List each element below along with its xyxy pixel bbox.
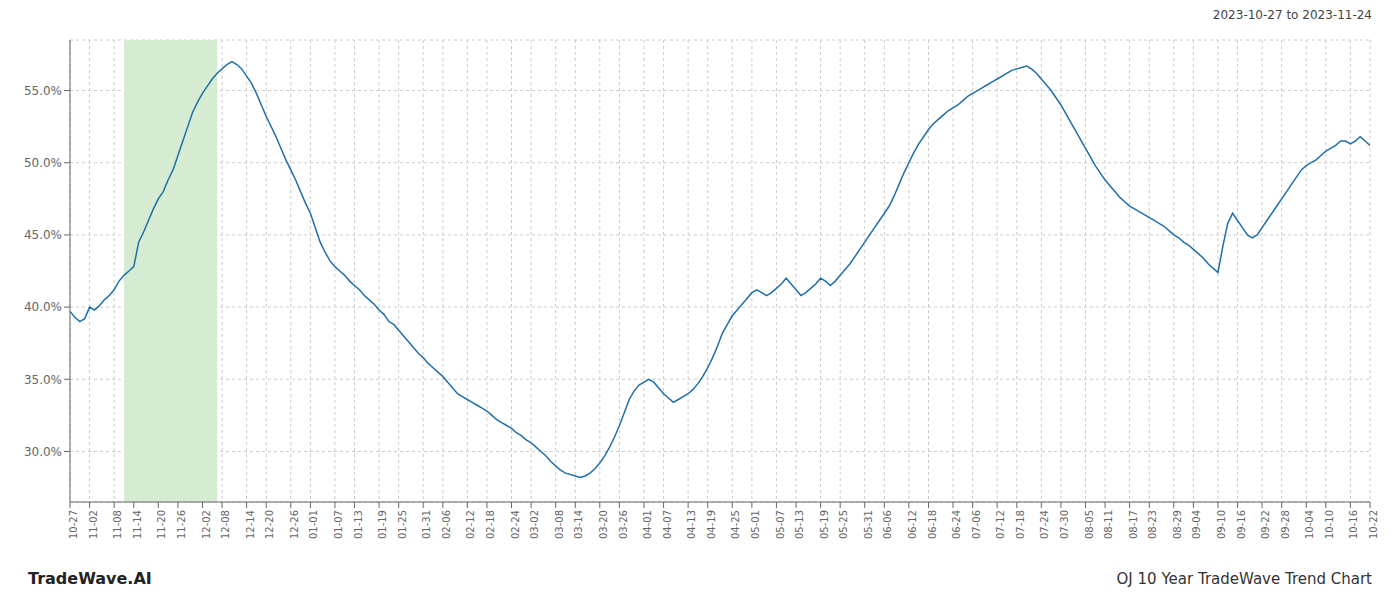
svg-text:09-10: 09-10 [1216, 510, 1227, 539]
svg-text:11-26: 11-26 [176, 510, 187, 539]
svg-text:05-19: 05-19 [819, 510, 830, 539]
svg-text:09-16: 09-16 [1236, 510, 1247, 539]
svg-text:03-08: 03-08 [554, 510, 565, 539]
svg-text:07-30: 07-30 [1059, 510, 1070, 539]
svg-text:45.0%: 45.0% [24, 228, 62, 242]
svg-text:08-11: 08-11 [1103, 510, 1114, 539]
svg-text:12-14: 12-14 [245, 510, 256, 539]
svg-text:09-22: 09-22 [1260, 510, 1271, 539]
svg-text:08-17: 08-17 [1128, 510, 1139, 539]
svg-text:35.0%: 35.0% [24, 373, 62, 387]
svg-text:11-08: 11-08 [112, 510, 123, 539]
svg-text:11-02: 11-02 [88, 510, 99, 539]
svg-text:03-26: 03-26 [618, 510, 629, 539]
svg-text:02-06: 02-06 [441, 510, 452, 539]
svg-text:12-08: 12-08 [220, 510, 231, 539]
svg-text:02-18: 02-18 [485, 510, 496, 539]
svg-text:03-02: 03-02 [529, 510, 540, 539]
svg-text:05-25: 05-25 [838, 510, 849, 539]
html-text:OJ 10 Year TradeWave Trend Cha: OJ 10 Year TradeWave Trend Chart [1116, 570, 1372, 588]
svg-text:03-14: 03-14 [573, 510, 584, 539]
svg-text:08-05: 08-05 [1084, 510, 1095, 539]
svg-text:01-25: 01-25 [397, 510, 408, 539]
svg-text:08-29: 08-29 [1172, 510, 1183, 539]
svg-text:07-06: 07-06 [971, 510, 982, 539]
svg-text:01-31: 01-31 [421, 510, 432, 539]
svg-text:04-13: 04-13 [686, 510, 697, 539]
svg-text:55.0%: 55.0% [24, 84, 62, 98]
svg-text:03-20: 03-20 [598, 510, 609, 539]
svg-text:10-27: 10-27 [68, 510, 79, 539]
svg-text:11-20: 11-20 [156, 510, 167, 539]
html-text:2023-10-27 to 2023-11-24: 2023-10-27 to 2023-11-24 [1212, 8, 1372, 22]
svg-text:08-23: 08-23 [1147, 510, 1158, 539]
svg-text:07-18: 07-18 [1015, 510, 1026, 539]
svg-text:50.0%: 50.0% [24, 156, 62, 170]
svg-text:10-16: 10-16 [1348, 510, 1359, 539]
svg-text:06-12: 06-12 [907, 510, 918, 539]
svg-text:10-10: 10-10 [1324, 510, 1335, 539]
svg-text:06-06: 06-06 [882, 510, 893, 539]
svg-text:05-31: 05-31 [863, 510, 874, 539]
svg-text:02-12: 02-12 [465, 510, 476, 539]
svg-text:40.0%: 40.0% [24, 300, 62, 314]
svg-text:30.0%: 30.0% [24, 445, 62, 459]
svg-text:12-20: 12-20 [264, 510, 275, 539]
svg-text:11-14: 11-14 [132, 510, 143, 539]
svg-text:09-04: 09-04 [1191, 510, 1202, 539]
svg-text:02-24: 02-24 [510, 510, 521, 539]
svg-text:07-12: 07-12 [995, 510, 1006, 539]
svg-text:07-24: 07-24 [1039, 510, 1050, 539]
svg-text:01-07: 01-07 [333, 510, 344, 539]
svg-text:12-02: 12-02 [201, 510, 212, 539]
svg-text:12-26: 12-26 [289, 510, 300, 539]
svg-text:04-25: 04-25 [730, 510, 741, 539]
svg-text:04-01: 04-01 [642, 510, 653, 539]
svg-text:01-13: 01-13 [353, 510, 364, 539]
svg-text:09-28: 09-28 [1280, 510, 1291, 539]
svg-text:10-04: 10-04 [1304, 510, 1315, 539]
svg-text:05-13: 05-13 [794, 510, 805, 539]
svg-text:06-24: 06-24 [951, 510, 962, 539]
svg-text:10-22: 10-22 [1368, 510, 1379, 539]
svg-text:01-19: 01-19 [377, 510, 388, 539]
svg-text:04-19: 04-19 [706, 510, 717, 539]
svg-text:05-01: 05-01 [750, 510, 761, 539]
svg-text:05-07: 05-07 [775, 510, 786, 539]
svg-text:06-18: 06-18 [927, 510, 938, 539]
svg-text:04-07: 04-07 [662, 510, 673, 539]
html-text:TradeWave.AI: TradeWave.AI [28, 569, 152, 588]
svg-text:01-01: 01-01 [308, 510, 319, 539]
